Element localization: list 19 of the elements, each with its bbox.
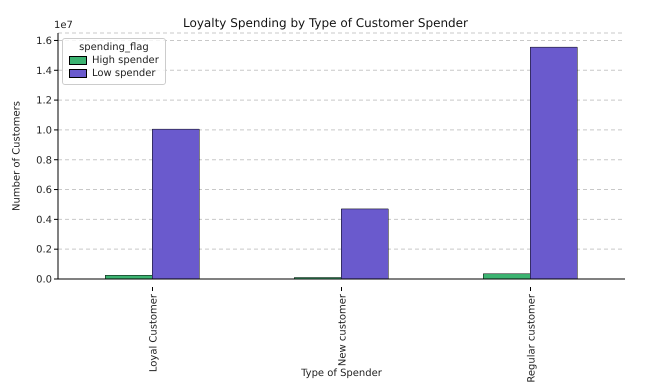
legend-label: Low spender [92, 68, 156, 79]
text: 1e7 [54, 20, 73, 31]
y-tick-label: 0.6 [36, 185, 52, 196]
x-tick-label: Loyal Customer [148, 293, 160, 372]
y-tick-label: 0.2 [36, 244, 52, 256]
y-tick-label: 1.4 [36, 66, 52, 77]
y-tick-label: 0.8 [36, 155, 52, 166]
chart-title: Loyalty Spending by Type of Customer Spender [183, 16, 468, 30]
x-tick-label: New customer [338, 293, 348, 366]
y-tick-label: 1.2 [36, 96, 52, 107]
legend-title: spending_flag [78, 42, 150, 53]
x-tick-label: Regular customer [526, 293, 538, 383]
y-tick-label: 1.0 [36, 125, 52, 136]
legend-label: High spender [92, 55, 159, 66]
y-axis-title: Number of Customers [12, 101, 23, 211]
y-tick-label: 1.6 [36, 36, 52, 48]
y-tick-label: 0.0 [36, 274, 52, 286]
y-tick-label: 0.4 [36, 214, 52, 226]
x-axis-title: Type of Spender [300, 368, 383, 379]
